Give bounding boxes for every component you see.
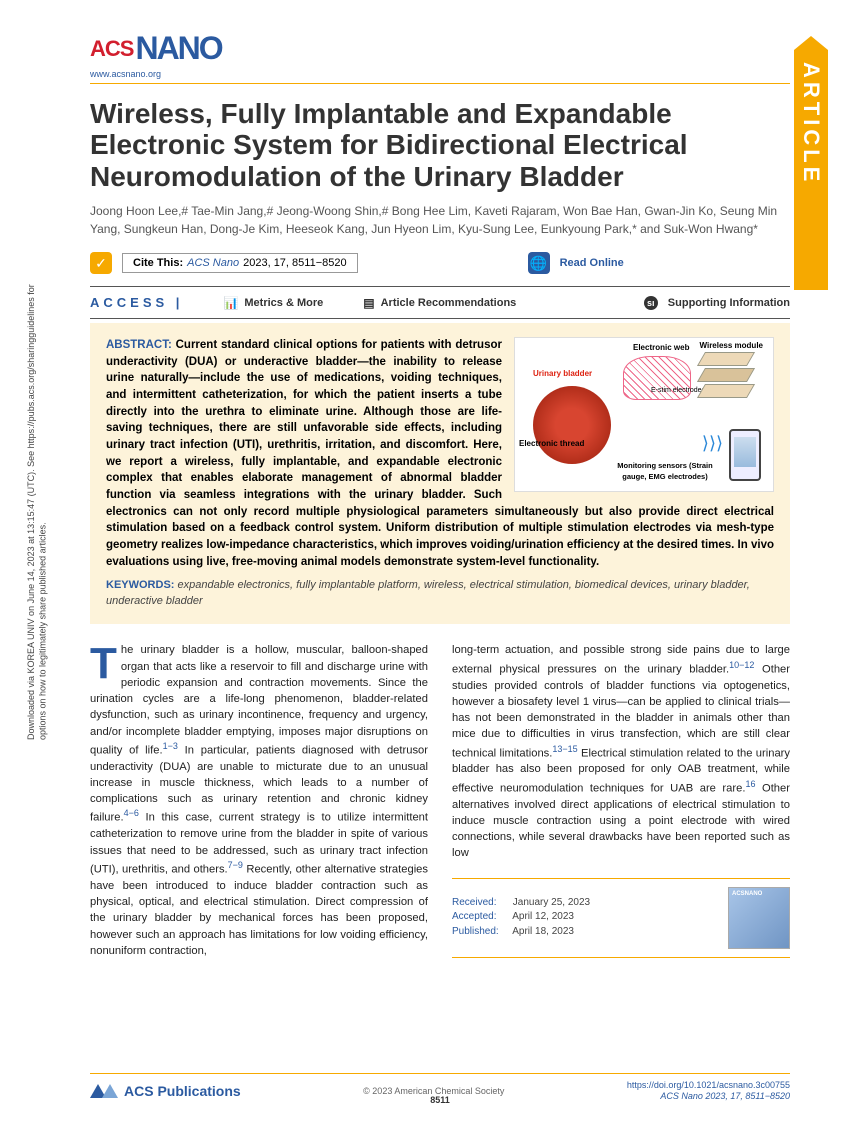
download-note: Downloaded via KOREA UNIV on June 14, 20… (26, 280, 46, 740)
si-icon: sı (644, 296, 658, 310)
article-side-tab: ARTICLE (794, 50, 828, 290)
triangle-icon-2 (102, 1084, 118, 1098)
recommendations-link[interactable]: ▤Article Recommendations (363, 296, 516, 310)
page: ARTICLE Downloaded via KOREA UNIV on Jun… (0, 0, 850, 1121)
column-left: T he urinary bladder is a hollow, muscul… (90, 642, 428, 959)
publication-dates: Received: January 25, 2023 Accepted: Apr… (452, 878, 790, 958)
article-title: Wireless, Fully Implantable and Expandab… (90, 98, 790, 192)
cite-journal: ACS Nano (187, 257, 239, 269)
doi-link[interactable]: https://doi.org/10.1021/acsnano.3c00755 (627, 1080, 790, 1092)
published-label: Published: (452, 925, 510, 940)
fig-label-web: Electronic web (633, 342, 689, 354)
logo-nano-text: NANO (135, 30, 221, 67)
logo-acs-text: ACS (90, 36, 133, 62)
divider (90, 83, 790, 84)
ref-4-6[interactable]: 4−6 (124, 808, 139, 818)
fig-label-thread: Electronic thread (519, 438, 584, 450)
fig-label-estim: E-stim electrodes (651, 386, 705, 396)
author-list: Joong Hoon Lee,# Tae-Min Jang,# Jeong-Wo… (90, 202, 790, 238)
access-bar: ACCESS | 📊Metrics & More ▤Article Recomm… (90, 286, 790, 319)
footer-ref: ACS Nano 2023, 17, 8511−8520 (627, 1091, 790, 1103)
keywords-label: KEYWORDS: (106, 579, 174, 591)
published-date: April 18, 2023 (512, 926, 574, 937)
graphical-abstract: Urinary bladder Electronic thread Electr… (514, 337, 774, 492)
list-icon: ▤ (363, 296, 374, 310)
dates-list: Received: January 25, 2023 Accepted: Apr… (452, 896, 714, 940)
publisher-logo[interactable]: ACS Publications (90, 1083, 241, 1099)
cite-check-icon: ✓ (90, 252, 112, 274)
cite-row: ✓ Cite This: ACS Nano 2023, 17, 8511−852… (90, 252, 790, 274)
doi-block: https://doi.org/10.1021/acsnano.3c00755 … (627, 1080, 790, 1103)
accepted-label: Accepted: (452, 910, 510, 925)
body-1d: Recently, other alternative strategies h… (90, 864, 428, 957)
fig-module-shape (701, 352, 763, 404)
fig-label-monitor: Monitoring sensors (Strain gauge, EMG el… (615, 461, 715, 483)
abstract-p1: Current standard clinical options for pa… (106, 339, 502, 518)
keywords-text: expandable electronics, fully implantabl… (106, 579, 750, 607)
fig-bladder-shape (533, 386, 611, 464)
body-1a: he urinary bladder is a hollow, muscular… (90, 644, 428, 756)
read-online-link[interactable]: Read Online (560, 257, 624, 269)
ref-1-3[interactable]: 1−3 (163, 741, 178, 751)
abstract-label: ABSTRACT: (106, 339, 172, 351)
ref-10-12[interactable]: 10−12 (729, 660, 754, 670)
ref-13-15[interactable]: 13−15 (552, 744, 577, 754)
column-right: long-term actuation, and possible strong… (452, 642, 790, 959)
received-date: January 25, 2023 (513, 897, 590, 908)
ref-16[interactable]: 16 (745, 779, 755, 789)
cite-this-box[interactable]: Cite This: ACS Nano 2023, 17, 8511−8520 (122, 253, 358, 273)
abstract-box: Urinary bladder Electronic thread Electr… (90, 323, 790, 624)
fig-phone-shape (729, 429, 761, 481)
cite-label: Cite This: (133, 257, 183, 269)
metrics-link[interactable]: 📊Metrics & More (223, 296, 323, 310)
globe-icon: 🌐 (528, 252, 550, 274)
accepted-date: April 12, 2023 (512, 911, 574, 922)
supporting-info-link[interactable]: sıSupporting Information (644, 296, 790, 310)
access-label[interactable]: ACCESS | (90, 295, 183, 310)
ref-7-9[interactable]: 7−9 (228, 860, 243, 870)
publisher-name: ACS Publications (124, 1083, 241, 1099)
body-columns: T he urinary bladder is a hollow, muscul… (90, 642, 790, 959)
cite-ref: 2023, 17, 8511−8520 (243, 257, 346, 269)
fig-label-module: Wireless module (699, 340, 763, 352)
dropcap: T (90, 642, 121, 681)
cover-thumbnail (728, 887, 790, 949)
keywords: KEYWORDS: expandable electronics, fully … (106, 578, 774, 610)
page-footer: ACS Publications © 2023 American Chemica… (90, 1073, 790, 1103)
body-2b: Other studies provided controls of bladd… (452, 663, 790, 759)
journal-logo: ACS NANO (90, 30, 790, 67)
journal-url[interactable]: www.acsnano.org (90, 69, 790, 79)
bar-chart-icon: 📊 (223, 296, 238, 310)
page-number: 8511 (430, 1095, 450, 1105)
received-label: Received: (452, 896, 510, 911)
fig-label-bladder: Urinary bladder (533, 368, 592, 380)
wifi-icon: ⟩⟩⟩ (702, 430, 723, 456)
